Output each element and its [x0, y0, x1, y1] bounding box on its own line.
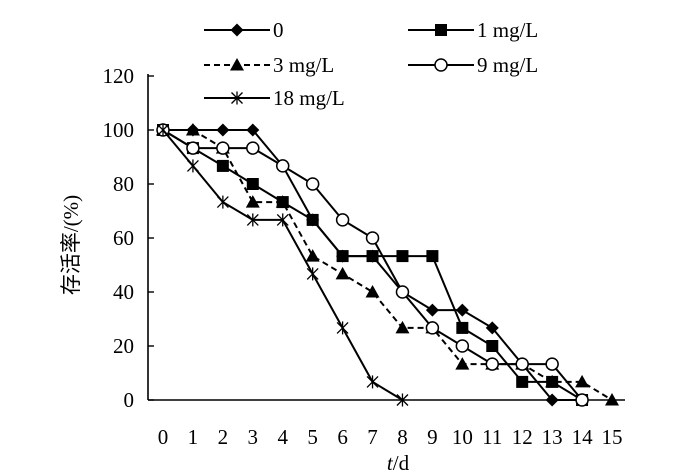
x-tick-label: 8	[397, 425, 408, 449]
data-point	[395, 285, 410, 299]
x-tick-label: 7	[367, 425, 378, 449]
data-point	[276, 213, 289, 227]
data-point	[485, 321, 499, 335]
data-point	[365, 285, 380, 298]
legend: 0 1 mg/L 3 mg/L 9 mg/L 18 mg/L	[204, 18, 538, 110]
data-point	[485, 357, 500, 371]
data-point	[545, 393, 559, 407]
data-point	[335, 266, 350, 280]
legend-marker	[435, 24, 447, 36]
x-tick-label: 13	[542, 425, 563, 449]
legend-label: 18 mg/L	[273, 86, 345, 110]
data-point	[366, 250, 379, 263]
y-tick-label: 40	[113, 280, 134, 304]
legend-entry: 9 mg/L	[408, 53, 538, 77]
series-line	[163, 129, 613, 401]
data-point	[455, 357, 470, 370]
y-tick-label: 80	[113, 172, 134, 196]
legend-label: 0	[273, 18, 284, 42]
data-point	[425, 303, 439, 317]
legend-entry: 18 mg/L	[204, 86, 345, 110]
data-point	[426, 250, 439, 263]
legend-marker	[230, 23, 244, 37]
data-point	[186, 141, 200, 155]
x-tick-label: 12	[512, 425, 533, 449]
y-tick-label: 60	[113, 226, 134, 250]
x-tick-label: 1	[188, 425, 199, 449]
y-tick-label: 20	[113, 334, 134, 358]
y-tick-label: 0	[124, 388, 135, 412]
data-point	[605, 393, 619, 406]
x-tick-label: 3	[248, 425, 259, 449]
data-point	[545, 357, 559, 371]
data-point	[305, 177, 320, 191]
x-tick-label: 10	[452, 425, 473, 449]
data-point	[306, 267, 319, 281]
data-point	[246, 178, 259, 190]
data-point	[336, 250, 349, 263]
data-point	[216, 195, 229, 209]
legend-marker	[230, 58, 244, 71]
series-9-mg-l	[156, 123, 589, 407]
data-point	[516, 375, 529, 388]
x-tick-label: 9	[427, 425, 438, 449]
legend-label: 9 mg/L	[477, 53, 538, 77]
data-point	[246, 123, 260, 137]
data-point	[246, 213, 259, 227]
x-tick-label: 11	[482, 425, 502, 449]
legend-entry: 1 mg/L	[408, 18, 538, 42]
legend-entry: 0	[204, 18, 284, 42]
data-point	[216, 159, 229, 172]
data-point	[216, 123, 230, 137]
series-lines	[156, 123, 619, 407]
series-18-mg-l	[157, 123, 409, 407]
data-point	[545, 374, 560, 388]
legend-label: 1 mg/L	[477, 18, 538, 42]
x-tick-label: 2	[218, 425, 229, 449]
data-point	[396, 250, 409, 263]
legend-marker	[231, 91, 243, 105]
data-point	[335, 213, 350, 227]
y-tick-label: 100	[103, 118, 135, 142]
y-axis-label: 存活率/(%)	[59, 195, 83, 295]
data-point	[246, 141, 260, 155]
data-point	[185, 123, 200, 136]
data-point	[186, 159, 199, 173]
data-point	[425, 321, 440, 335]
data-point	[455, 303, 469, 317]
data-point	[575, 374, 590, 388]
x-tick-label: 6	[337, 425, 348, 449]
data-point	[157, 123, 169, 137]
data-point	[575, 393, 589, 407]
x-tick-label: 15	[602, 425, 623, 449]
x-axis-label: t/d	[387, 451, 410, 475]
data-point	[456, 321, 469, 334]
data-point	[216, 141, 230, 155]
data-point	[486, 340, 499, 352]
data-point	[336, 321, 349, 335]
data-point	[275, 159, 290, 173]
data-point	[305, 249, 320, 262]
data-point	[365, 231, 380, 245]
x-tick-label: 14	[572, 425, 594, 449]
data-point	[245, 195, 260, 208]
data-point	[306, 213, 319, 226]
data-point	[455, 339, 470, 353]
legend-marker	[434, 58, 448, 72]
data-point	[395, 320, 410, 334]
x-tick-label: 0	[158, 425, 169, 449]
data-point	[366, 375, 379, 389]
legend-entry: 3 mg/L	[204, 53, 334, 77]
data-point	[396, 393, 409, 407]
data-point	[515, 357, 529, 371]
data-point	[275, 195, 290, 208]
x-tick-label: 5	[307, 425, 318, 449]
legend-label: 3 mg/L	[273, 53, 334, 77]
y-tick-label: 120	[103, 64, 135, 88]
x-tick-label: 4	[277, 425, 288, 449]
